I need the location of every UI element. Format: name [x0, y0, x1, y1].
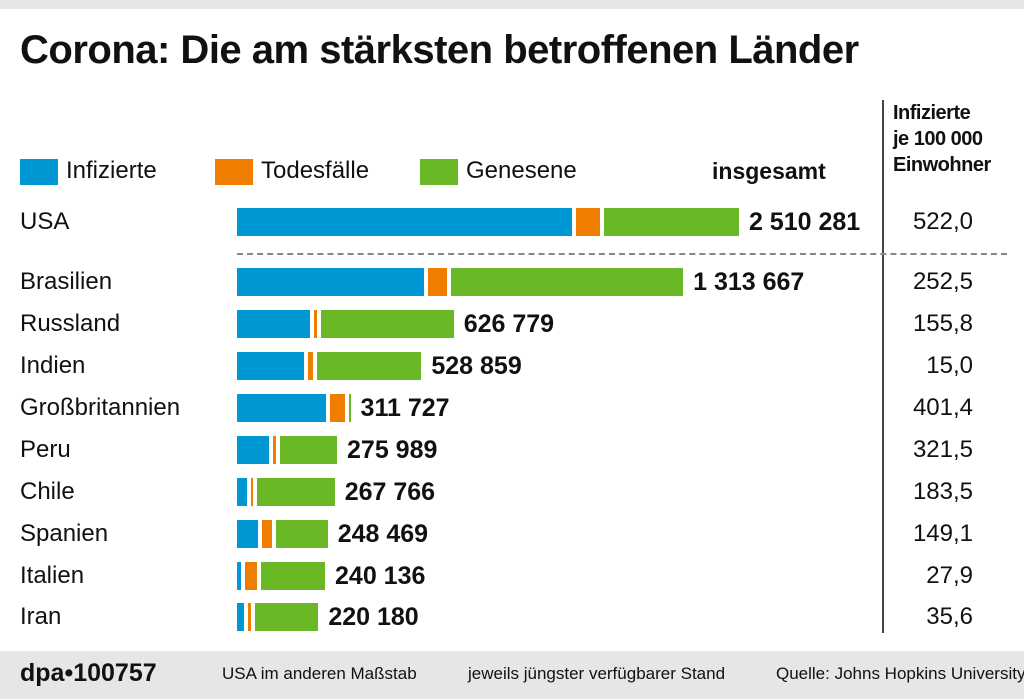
bar-iran-infizierte [237, 603, 244, 631]
total-label-iran: 220 180 [328, 603, 419, 631]
country-label-brasilien: Brasilien [20, 268, 113, 295]
rate-value-brasilien: 252,5 [912, 268, 973, 295]
rate-value-indien: 15,0 [926, 352, 973, 379]
bar-iran-genesene [255, 603, 319, 631]
bar-usa-todesfalle [575, 208, 601, 236]
total-label-chile: 267 766 [344, 478, 436, 506]
bar-italien-genesene [261, 562, 326, 590]
legend-label-genesene: Genesene [466, 157, 577, 184]
bar-brasilien-genesene [450, 268, 684, 296]
bar-indien-genesene [317, 352, 422, 380]
bar-italien-todesfalle [245, 562, 257, 590]
bar-russland-genesene [321, 310, 454, 338]
usa-separator [237, 253, 1007, 255]
legend-swatch-genesene [420, 159, 458, 185]
bar-russland-infizierte [237, 310, 311, 338]
country-label-usa: USA [20, 208, 70, 235]
bar-peru-genesene [280, 436, 337, 464]
top-strip [0, 0, 1024, 9]
bar-indien-infizierte [237, 352, 304, 380]
total-label-brasilien: 1 313 667 [693, 268, 805, 296]
rate-header-line: Einwohner [893, 154, 991, 176]
rate-value-russland: 155,8 [912, 310, 973, 337]
bar-peru-infizierte [237, 436, 269, 464]
dpa-logo: dpa•100757 [20, 659, 157, 687]
total-label-usa: 2 510 281 [748, 208, 861, 236]
rate-value-usa: 522,0 [912, 208, 973, 235]
rate-value-chile: 183,5 [912, 478, 973, 505]
footer-note-stand: jeweils jüngster verfügbarer Stand [468, 664, 726, 683]
legend-label-todesfaelle: Todesfälle [261, 157, 370, 184]
total-label-indien: 528 859 [431, 352, 522, 380]
rate-header-line: je 100 000 [893, 128, 983, 150]
rate-value-iran: 35,6 [926, 603, 973, 630]
footer-note-scale: USA im anderen Maßstab [222, 664, 417, 683]
bar-brasilien-infizierte [237, 268, 424, 296]
rate-header-line: Infizierte [893, 102, 971, 124]
legend-label-infizierte: Infizierte [66, 157, 157, 184]
bar-spanien-infizierte [237, 520, 259, 548]
country-label-italien: Italien [20, 562, 85, 589]
bar-grossbritannien-todesfalle [330, 394, 345, 422]
rate-value-spanien: 149,1 [912, 520, 973, 547]
total-label-grossbritannien: 311 727 [360, 394, 450, 422]
bar-italien-infizierte [237, 562, 242, 590]
total-header: insgesamt [712, 158, 826, 184]
rate-header: Infizierte je 100 000 Einwohner [893, 100, 1018, 178]
rate-value-italien: 27,9 [926, 562, 973, 589]
country-label-spanien: Spanien [20, 520, 109, 547]
bar-usa-infizierte [237, 208, 572, 236]
country-label-peru: Peru [20, 436, 71, 463]
legend-swatch-todesfaelle [215, 159, 253, 185]
bar-russland-todesfalle [314, 310, 318, 338]
bar-spanien-genesene [275, 520, 328, 548]
chart-title: Corona: Die am stärksten betroffenen Län… [20, 28, 859, 72]
rate-value-grossbritannien: 401,4 [912, 394, 973, 421]
country-label-grossbritannien: Großbritannien [20, 394, 181, 421]
bar-usa-genesene [604, 208, 739, 236]
bar-indien-todesfalle [307, 352, 313, 380]
column-divider [882, 100, 884, 633]
bar-grossbritannien-genesene [348, 394, 351, 422]
country-label-iran: Iran [20, 603, 62, 630]
country-label-chile: Chile [20, 478, 75, 505]
footer: dpa•100757 USA im anderen Maßstab jeweil… [0, 651, 1024, 699]
bar-iran-todesfalle [248, 603, 252, 631]
total-label-russland: 626 779 [463, 310, 555, 338]
footer-source: Quelle: Johns Hopkins University [776, 664, 1024, 683]
bar-chile-genesene [257, 478, 335, 506]
total-label-peru: 275 989 [347, 436, 438, 464]
total-label-spanien: 248 469 [337, 520, 429, 548]
bar-peru-todesfalle [273, 436, 276, 464]
rate-value-peru: 321,5 [912, 436, 973, 463]
bar-chile-todesfalle [251, 478, 254, 506]
bar-grossbritannien-infizierte [237, 394, 327, 422]
legend-swatch-infizierte [20, 159, 58, 185]
bar-spanien-todesfalle [262, 520, 272, 548]
country-label-indien: Indien [20, 352, 86, 379]
bar-brasilien-todesfalle [427, 268, 447, 296]
total-label-italien: 240 136 [335, 562, 426, 590]
country-label-russland: Russland [20, 310, 121, 337]
bar-chile-infizierte [237, 478, 248, 506]
